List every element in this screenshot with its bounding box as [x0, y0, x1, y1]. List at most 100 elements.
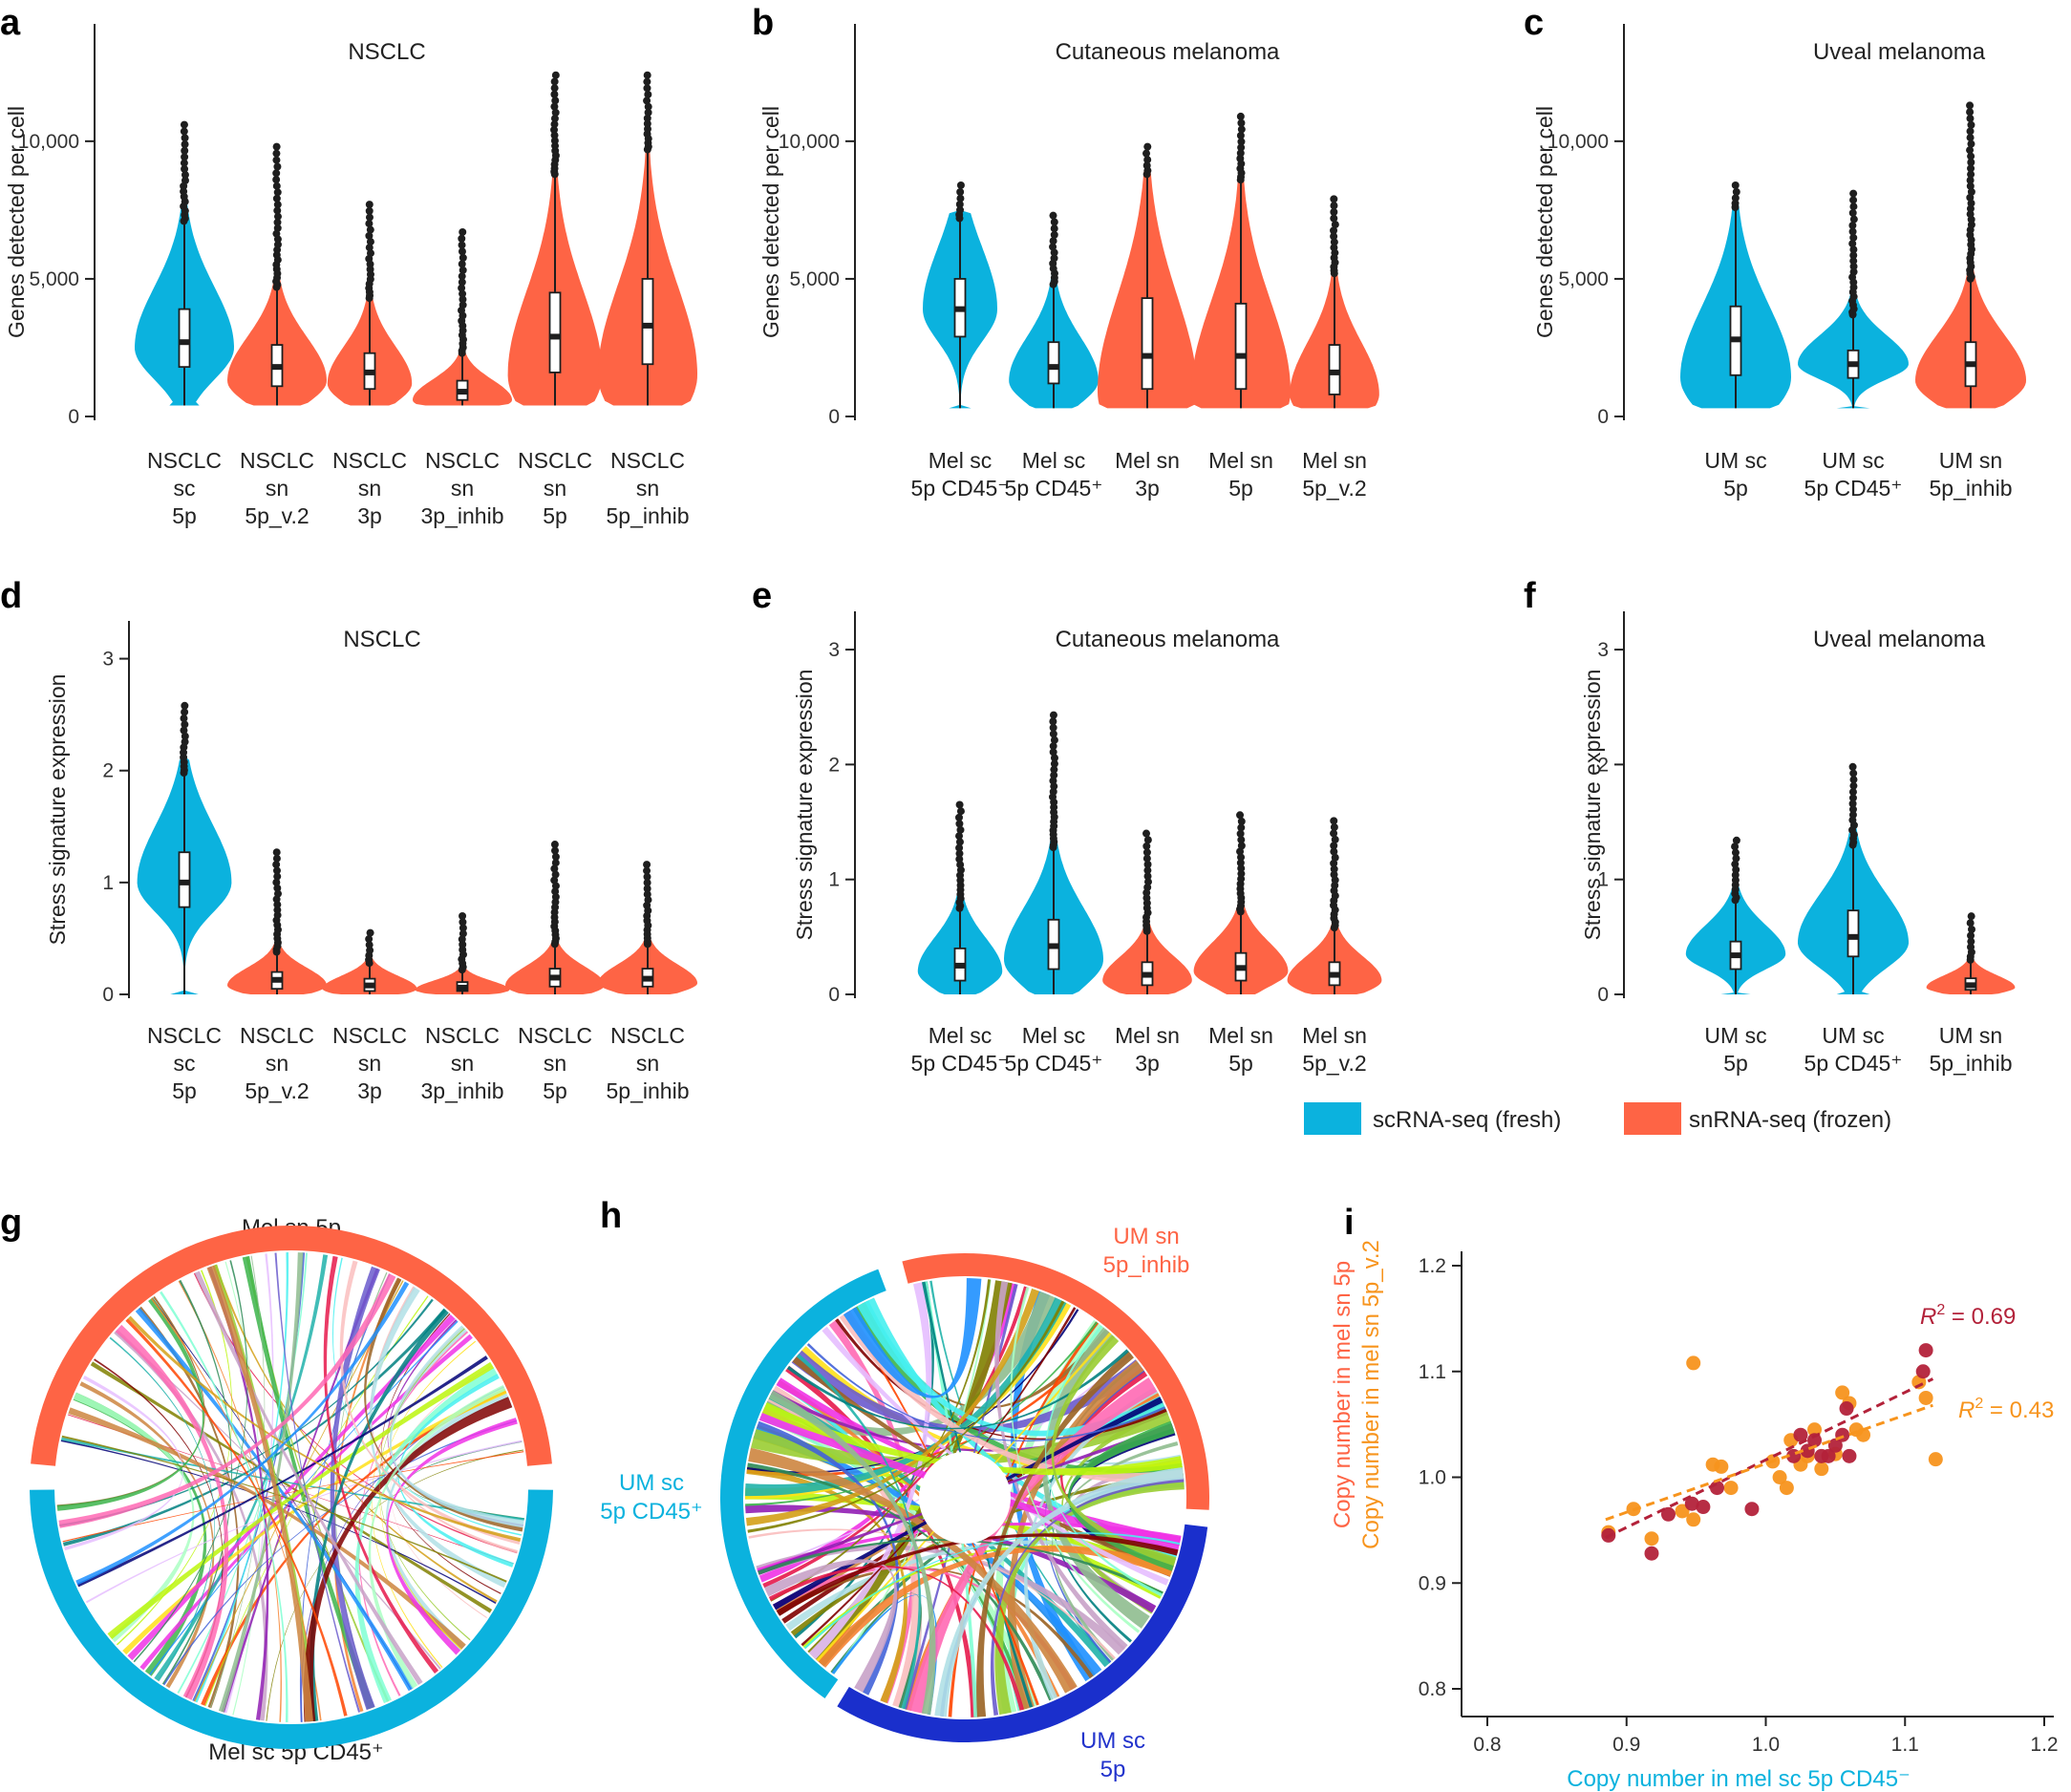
- r-superscript: 2: [1975, 1396, 1983, 1412]
- outlier-point: [1849, 769, 1858, 778]
- y-tick-label: 10,000: [18, 131, 79, 153]
- outlier-point: [1331, 835, 1339, 843]
- category-label: 5p_inhib: [607, 1078, 690, 1103]
- y-tick-label: 1.2: [1419, 1255, 1446, 1277]
- outlier-point: [1330, 226, 1338, 235]
- outlier-point: [1049, 748, 1057, 757]
- scatter-point-5p-v2: [1772, 1470, 1787, 1484]
- y-tick-label: 1: [1597, 869, 1609, 891]
- outlier-point: [273, 884, 282, 892]
- outlier-point: [1050, 230, 1058, 239]
- outlier-point: [1848, 240, 1857, 248]
- y-tick-label: 0: [1597, 984, 1609, 1006]
- panel-i-scatter-chart: Copy number in mel sc 5p CD45⁻ Copy numb…: [1330, 1240, 2059, 1792]
- outlier-point: [1142, 848, 1151, 857]
- category-label: 3p: [1135, 476, 1160, 501]
- category-label: 5p CD45⁻: [911, 1051, 1010, 1076]
- scatter-point-5p-v2: [1835, 1385, 1850, 1400]
- outlier-point: [1848, 811, 1857, 820]
- category-label: sn: [266, 476, 288, 501]
- median-marker: [1847, 361, 1859, 368]
- outlier-point: [1849, 262, 1858, 270]
- y-axis-label: Stress signature expression: [45, 674, 70, 946]
- outlier-point: [1049, 730, 1057, 738]
- category-label: 5p CD45⁺: [1005, 1051, 1103, 1076]
- outlier-point: [1050, 248, 1058, 257]
- y-tick-label: 1: [102, 872, 114, 894]
- chord-ribbon: [768, 1390, 936, 1716]
- chord-ribbon: [194, 1270, 423, 1685]
- panel-b-violin-chart: 0 5,000 10,000 Cutaneous melanoma Genes dete…: [758, 24, 1379, 501]
- y-tick-label: 5,000: [1558, 268, 1609, 290]
- scatter-point-5p: [1842, 1448, 1857, 1463]
- outlier-point: [1849, 251, 1858, 260]
- chord-ribbon: [242, 1255, 374, 1710]
- regression-line: [1605, 1377, 1934, 1539]
- outlier-point: [1848, 788, 1857, 797]
- median-marker: [1048, 943, 1059, 949]
- median-marker: [1235, 352, 1247, 359]
- median-marker: [1329, 369, 1340, 375]
- y-tick-label: 0: [828, 984, 840, 1006]
- scatter-point-5p: [1821, 1448, 1836, 1463]
- chord-h-top-label-line1: UM sn: [1113, 1224, 1179, 1249]
- outlier-point: [955, 843, 964, 852]
- category-label: Mel sn: [1302, 448, 1367, 473]
- legend-swatch-sn: [1624, 1102, 1681, 1135]
- outlier-point: [272, 848, 281, 857]
- y-axis-label: Stress signature expression: [792, 670, 817, 941]
- scatter-point-5p: [1644, 1546, 1659, 1561]
- outlier-point: [1849, 203, 1858, 211]
- outlier-point: [180, 159, 188, 167]
- category-label: 5p_inhib: [1930, 476, 2013, 501]
- panel-label-e: e: [752, 576, 772, 616]
- outlier-point: [459, 301, 467, 309]
- category-label: 3p: [357, 503, 382, 528]
- category-label: sn: [544, 476, 566, 501]
- category-label: NSCLC: [240, 1023, 314, 1048]
- y-axis-label: Genes detected per cell: [1532, 106, 1557, 338]
- chord-ribbon: [994, 1319, 1105, 1715]
- outlier-point: [956, 181, 965, 189]
- outlier-point: [1049, 243, 1057, 251]
- outlier-point: [272, 176, 281, 184]
- outlier-point: [273, 889, 282, 898]
- box: [1847, 909, 1860, 958]
- outlier-point: [1731, 860, 1740, 868]
- category-label: Mel sc: [929, 1023, 992, 1048]
- scatter-point-5p-v2: [1918, 1390, 1933, 1405]
- outlier-point: [273, 162, 282, 171]
- outlier-point: [1967, 912, 1975, 921]
- category-label: 5p: [1723, 1051, 1748, 1076]
- outlier-point: [1237, 125, 1246, 134]
- scatter-point-5p-v2: [1814, 1461, 1829, 1477]
- outlier-point: [458, 241, 466, 249]
- chord-ribbon: [994, 1281, 1128, 1651]
- median-marker: [457, 984, 468, 991]
- outlier-point: [644, 896, 652, 905]
- scatter-point-5p-v2: [1686, 1512, 1701, 1527]
- panel-a-violin-chart: 0 5,000 10,000 NSCLC Genes detected per cell…: [4, 24, 697, 528]
- outlier-point: [1143, 872, 1152, 881]
- chord-ribbon: [368, 1385, 506, 1689]
- scatter-point-5p-v2: [1644, 1531, 1659, 1547]
- outlier-point: [365, 935, 374, 944]
- outlier-point: [1237, 138, 1246, 146]
- outlier-point: [272, 861, 281, 869]
- outlier-point: [1050, 765, 1058, 774]
- outlier-point: [1050, 754, 1058, 762]
- median-marker: [1235, 965, 1247, 971]
- y-tick-label: 10,000: [1548, 131, 1609, 153]
- category-label: Mel sn: [1302, 1023, 1367, 1048]
- outlier-point: [643, 96, 651, 105]
- outlier-point: [366, 225, 374, 234]
- category-label: 3p: [1135, 1051, 1160, 1076]
- legend-label-sc: scRNA-seq (fresh): [1373, 1107, 1561, 1133]
- y-tick-label: 0.9: [1419, 1572, 1446, 1594]
- outlier-point: [1732, 836, 1740, 844]
- outlier-point: [1966, 146, 1975, 155]
- regression-line: [1605, 1403, 1933, 1522]
- outlier-point: [181, 720, 189, 729]
- scatter-point-5p-v2: [1856, 1427, 1871, 1442]
- category-label: NSCLC: [240, 448, 314, 473]
